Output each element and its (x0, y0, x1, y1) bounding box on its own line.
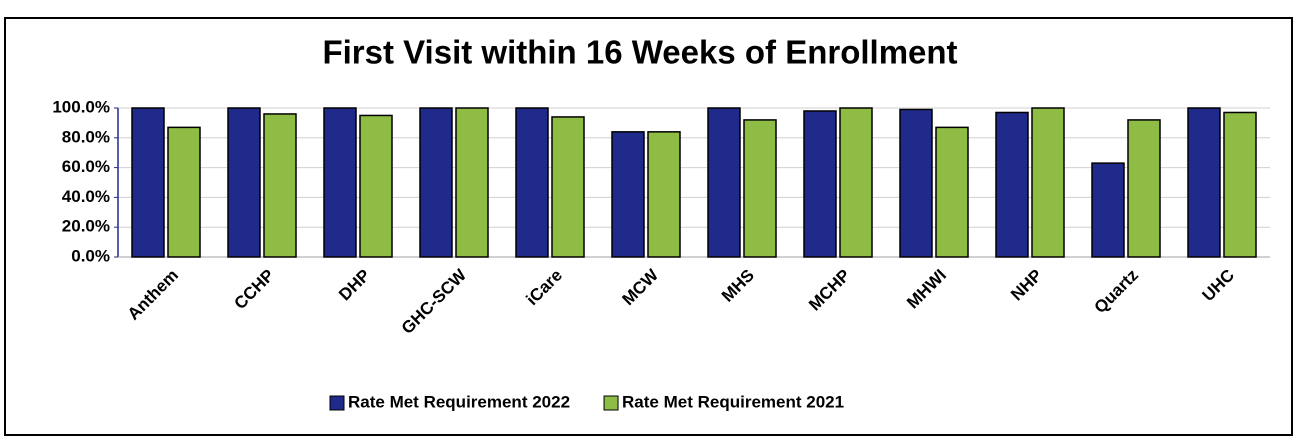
y-tick-label: 60.0% (62, 157, 110, 176)
legend-swatch (329, 395, 345, 411)
legend-label: Rate Met Requirement 2022 (348, 392, 570, 411)
bar (167, 126, 201, 258)
y-tick-label: 0.0% (71, 246, 110, 265)
y-tick-label: 20.0% (62, 217, 110, 236)
legend-label: Rate Met Requirement 2021 (622, 392, 844, 411)
bar (1127, 119, 1161, 258)
bar (1223, 111, 1257, 258)
bar (455, 107, 489, 258)
bar (1031, 107, 1065, 258)
bar (743, 119, 777, 258)
y-tick-label: 100.0% (52, 97, 110, 116)
bar (359, 114, 393, 258)
bar (131, 107, 165, 258)
bar (227, 107, 261, 258)
chart-title: First Visit within 16 Weeks of Enrollmen… (322, 34, 957, 71)
bar (1187, 107, 1221, 258)
y-tick-label: 40.0% (62, 187, 110, 206)
bar (1091, 162, 1125, 258)
bar (419, 107, 453, 258)
legend-swatch (603, 395, 619, 411)
bar (803, 110, 837, 258)
bar (551, 116, 585, 258)
bar (935, 126, 969, 258)
bar (707, 107, 741, 258)
bar (839, 107, 873, 258)
y-tick-label: 80.0% (62, 127, 110, 146)
legend-item: Rate Met Requirement 2021 (603, 392, 844, 411)
bar (995, 111, 1029, 258)
legend-item: Rate Met Requirement 2022 (329, 392, 570, 411)
bar (611, 131, 645, 258)
bar (899, 108, 933, 258)
bar (323, 107, 357, 258)
bar (263, 113, 297, 258)
bar (515, 107, 549, 258)
bar (647, 131, 681, 258)
